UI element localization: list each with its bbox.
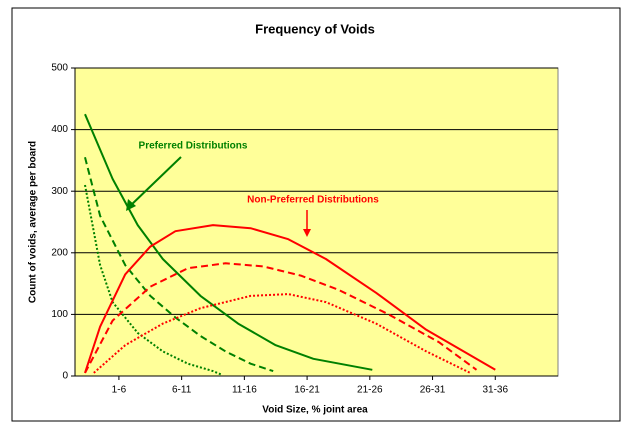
y-tick-label: 0 [62,371,68,382]
x-tick-label: 21-26 [357,385,383,396]
y-axis-title: Count of voids, average per board [28,141,39,303]
arrow-head [303,229,311,237]
y-tick-label: 500 [51,63,68,74]
x-tick-label: 16-21 [294,385,320,396]
series-line [84,262,478,374]
y-tick-label: 300 [51,186,68,197]
plot-background [74,67,559,377]
annotation-arrow [128,156,182,208]
series-line [84,184,223,376]
y-tick-label: 400 [51,124,68,135]
annotation: Non-Preferred Distributions [247,195,379,206]
x-tick-label: 26-31 [420,385,446,396]
chart-title: Frequency of Voids [255,21,375,36]
series-line [84,224,496,374]
x-tick-label: 1-6 [112,385,127,396]
x-tick-label: 31-36 [482,385,508,396]
series-line [84,157,274,373]
plot-area: 0 100 200 300 400 500 1-6 6-11 11-16 16-21 21-26 26… [51,63,559,396]
x-axis-title: Void Size, % joint area [262,405,368,416]
series-line [93,293,471,374]
y-tick-label: 100 [51,309,68,320]
y-tick-label: 200 [51,247,68,258]
annotation: Preferred Distributions [139,141,248,152]
x-tick-label: 11-16 [232,385,257,396]
arrow-head [126,199,136,211]
series-line [84,113,373,371]
x-tick-label: 6-11 [172,385,192,396]
